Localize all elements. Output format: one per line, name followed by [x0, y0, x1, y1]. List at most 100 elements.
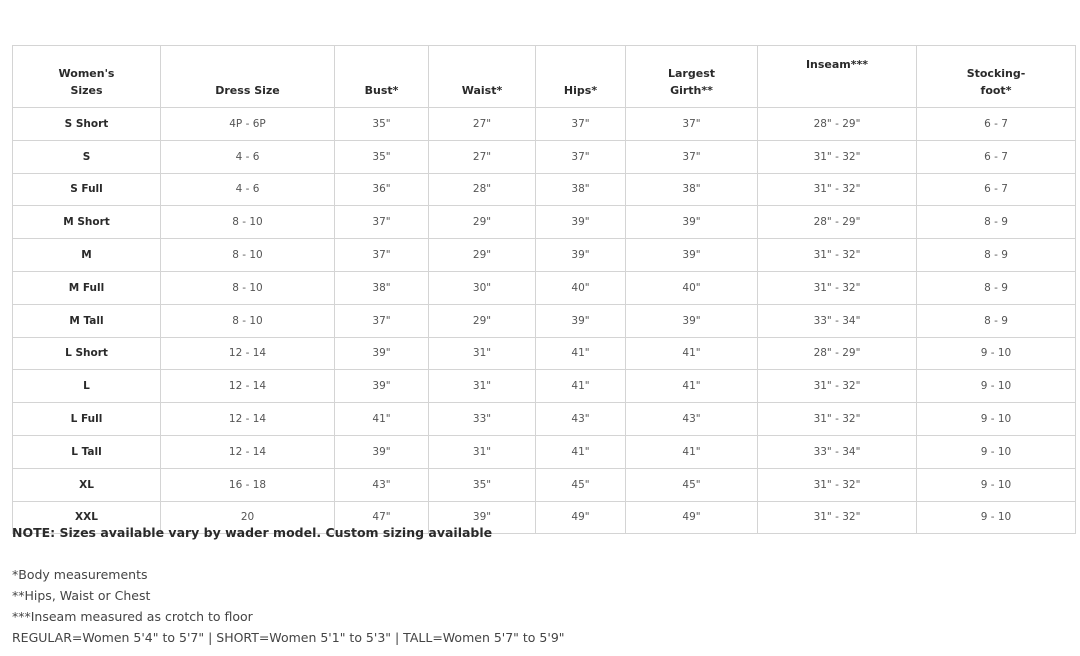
- value-cell: 37": [625, 107, 758, 141]
- value-cell: 16 - 18: [160, 467, 335, 502]
- value-cell: 41": [625, 369, 758, 404]
- sizing-note: NOTE: Sizes available vary by wader mode…: [12, 525, 493, 540]
- size-cell: M Full: [12, 270, 161, 305]
- value-cell: 8 - 10: [160, 303, 335, 338]
- size-chart-table: Women's Sizes Dress Size Bust* Waist* Hips* La…: [12, 45, 1076, 535]
- value-cell: 30": [428, 270, 536, 305]
- value-cell: 31": [428, 434, 536, 469]
- value-cell: 12 - 14: [160, 369, 335, 404]
- size-cell: XXL: [12, 500, 161, 535]
- value-cell: 4P - 6P: [160, 107, 335, 141]
- value-cell: 37": [334, 303, 429, 338]
- value-cell: 43": [625, 402, 758, 436]
- column-header: Inseam***: [757, 45, 917, 108]
- value-cell: 31" - 32": [757, 270, 917, 305]
- table-row: L 12 - 14 39" 31" 41" 41" 31" - 32" 9 - 10: [12, 369, 1076, 404]
- value-cell: 39": [535, 303, 626, 338]
- size-cell: XL: [12, 467, 161, 502]
- value-cell: 39": [625, 238, 758, 272]
- value-cell: 9 - 10: [916, 369, 1076, 404]
- value-cell: 49": [535, 500, 626, 535]
- value-cell: 8 - 10: [160, 270, 335, 305]
- value-cell: 9 - 10: [916, 500, 1076, 535]
- value-cell: 35": [334, 139, 429, 174]
- value-cell: 12 - 14: [160, 402, 335, 436]
- table-row: L Short 12 - 14 39" 31" 41" 41" 28" - 29" 9 - 1…: [12, 336, 1076, 371]
- value-cell: 6 - 7: [916, 172, 1076, 207]
- value-cell: 27": [428, 107, 536, 141]
- value-cell: 4 - 6: [160, 139, 335, 174]
- value-cell: 45": [535, 467, 626, 502]
- value-cell: 31" - 32": [757, 238, 917, 272]
- value-cell: 39": [625, 205, 758, 240]
- value-cell: 41": [334, 402, 429, 436]
- value-cell: 40": [625, 270, 758, 305]
- footnote: **Hips, Waist or Chest: [12, 588, 151, 603]
- value-cell: 35": [334, 107, 429, 141]
- value-cell: 12 - 14: [160, 434, 335, 469]
- size-cell: L: [12, 369, 161, 404]
- column-header: Waist*: [428, 45, 536, 108]
- value-cell: 31" - 32": [757, 369, 917, 404]
- table-row: S Short 4P - 6P 35" 27" 37" 37" 28" - 29" 6 - 7: [12, 107, 1076, 141]
- column-header: Hips*: [535, 45, 626, 108]
- value-cell: 31" - 32": [757, 402, 917, 436]
- height-legend: REGULAR=Women 5'4" to 5'7" | SHORT=Women…: [12, 630, 565, 645]
- value-cell: 37": [535, 139, 626, 174]
- value-cell: 8 - 9: [916, 205, 1076, 240]
- value-cell: 9 - 10: [916, 434, 1076, 469]
- column-header: Dress Size: [160, 45, 335, 108]
- value-cell: 4 - 6: [160, 172, 335, 207]
- value-cell: 36": [334, 172, 429, 207]
- table-row: S Full 4 - 6 36" 28" 38" 38" 31" - 32" 6 - 7: [12, 172, 1076, 207]
- column-header: Women's Sizes: [12, 45, 161, 108]
- value-cell: 49": [625, 500, 758, 535]
- value-cell: 31" - 32": [757, 467, 917, 502]
- table-row: M Short 8 - 10 37" 29" 39" 39" 28" - 29" 8 - 9: [12, 205, 1076, 240]
- value-cell: 8 - 9: [916, 238, 1076, 272]
- value-cell: 37": [334, 238, 429, 272]
- value-cell: 27": [428, 139, 536, 174]
- table-row: M Tall 8 - 10 37" 29" 39" 39" 33" - 34" 8 - 9: [12, 303, 1076, 338]
- value-cell: 38": [535, 172, 626, 207]
- size-cell: M: [12, 238, 161, 272]
- value-cell: 39": [625, 303, 758, 338]
- value-cell: 9 - 10: [916, 336, 1076, 371]
- value-cell: 6 - 7: [916, 107, 1076, 141]
- column-header: Largest Girth**: [625, 45, 758, 108]
- table-row: M Full 8 - 10 38" 30" 40" 40" 31" - 32" 8 - 9: [12, 270, 1076, 305]
- value-cell: 6 - 7: [916, 139, 1076, 174]
- value-cell: 28" - 29": [757, 107, 917, 141]
- size-cell: M Short: [12, 205, 161, 240]
- value-cell: 38": [334, 270, 429, 305]
- table-row: XXL 20 47" 39" 49" 49" 31" - 32" 9 - 10: [12, 500, 1076, 535]
- value-cell: 31" - 32": [757, 172, 917, 207]
- value-cell: 38": [625, 172, 758, 207]
- value-cell: 9 - 10: [916, 467, 1076, 502]
- value-cell: 39": [334, 336, 429, 371]
- value-cell: 33" - 34": [757, 434, 917, 469]
- value-cell: 8 - 10: [160, 238, 335, 272]
- size-cell: L Short: [12, 336, 161, 371]
- value-cell: 29": [428, 238, 536, 272]
- size-cell: L Full: [12, 402, 161, 436]
- value-cell: 43": [334, 467, 429, 502]
- value-cell: 33" - 34": [757, 303, 917, 338]
- value-cell: 31" - 32": [757, 500, 917, 535]
- column-header: Bust*: [334, 45, 429, 108]
- table-row: L Full 12 - 14 41" 33" 43" 43" 31" - 32" 9 - 10: [12, 402, 1076, 436]
- value-cell: 39": [428, 500, 536, 535]
- value-cell: 9 - 10: [916, 402, 1076, 436]
- header-row: Women's Sizes Dress Size Bust* Waist* Hips* La…: [12, 45, 1076, 108]
- value-cell: 39": [535, 238, 626, 272]
- value-cell: 31": [428, 336, 536, 371]
- value-cell: 39": [334, 434, 429, 469]
- value-cell: 31": [428, 369, 536, 404]
- value-cell: 39": [334, 369, 429, 404]
- table-row: XL 16 - 18 43" 35" 45" 45" 31" - 32" 9 - 10: [12, 467, 1076, 502]
- value-cell: 35": [428, 467, 536, 502]
- value-cell: 29": [428, 205, 536, 240]
- size-cell: S: [12, 139, 161, 174]
